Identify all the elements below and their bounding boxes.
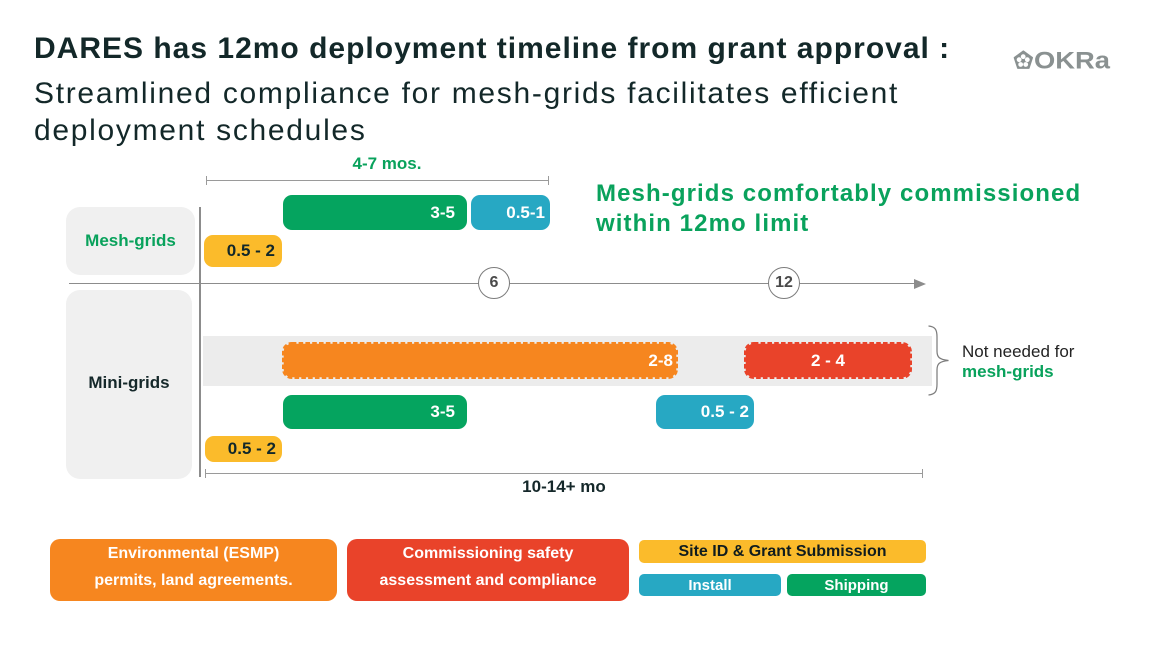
svg-text:OKRa: OKRa xyxy=(1034,49,1111,73)
